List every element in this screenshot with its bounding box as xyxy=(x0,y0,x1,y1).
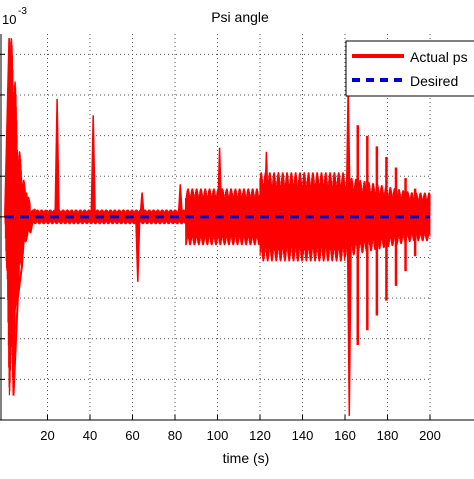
series-layer xyxy=(4,38,431,416)
actual-psi-spike xyxy=(346,216,353,416)
axis-scale-label: 10 xyxy=(2,12,16,27)
legend-label-desired: Desired xyxy=(410,73,458,89)
actual-psi-spike xyxy=(90,115,96,218)
legend: Actual ps Desired xyxy=(345,40,474,97)
chart-title: Psi angle xyxy=(211,9,269,25)
axis-scale-exponent: -3 xyxy=(18,6,27,17)
x-tick-label: 180 xyxy=(377,428,399,443)
axes: 20 40 60 80 100 120 140 160 180 200 xyxy=(0,34,474,443)
x-axis-label: time (s) xyxy=(223,450,270,466)
legend-label-actual: Actual ps xyxy=(410,49,468,65)
actual-psi-transient xyxy=(4,38,36,396)
x-tick-label: 80 xyxy=(168,428,182,443)
x-tick-label: 60 xyxy=(125,428,139,443)
x-tick-label: 140 xyxy=(292,428,314,443)
x-tick-label: 160 xyxy=(334,428,356,443)
x-tick-label: 100 xyxy=(207,428,229,443)
legend-box xyxy=(345,40,474,97)
x-tick-label: 120 xyxy=(249,428,271,443)
actual-psi-spike xyxy=(135,216,141,282)
x-tick-label: 20 xyxy=(40,428,54,443)
x-tick-label: 200 xyxy=(419,428,441,443)
actual-psi-spike xyxy=(177,184,184,218)
actual-psi-line xyxy=(4,38,431,396)
x-tick-label: 40 xyxy=(83,428,97,443)
